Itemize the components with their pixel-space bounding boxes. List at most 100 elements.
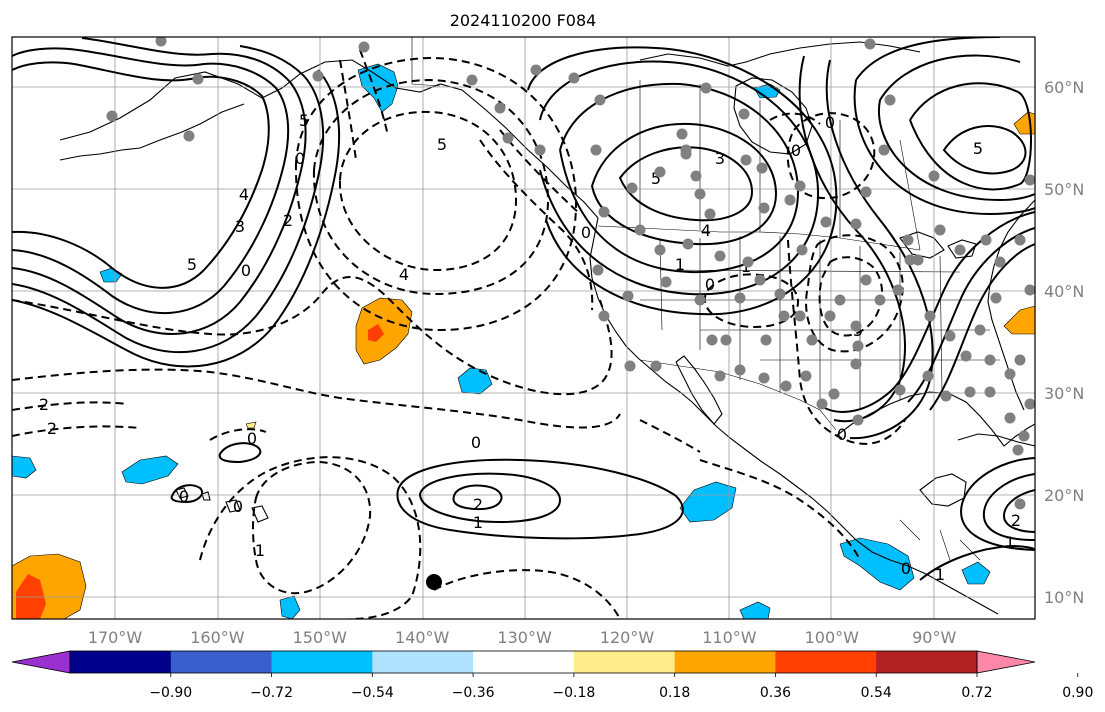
station-dot <box>784 194 796 206</box>
station-dot <box>834 294 846 306</box>
contour-label: 2 <box>283 211 293 230</box>
station-dot <box>934 224 946 236</box>
graticule <box>12 37 1035 619</box>
station-dot <box>654 166 666 178</box>
station-dot <box>758 202 770 214</box>
colorbar-frame <box>69 650 978 674</box>
contour-gulf-low-3 <box>294 56 578 332</box>
station-dot <box>680 148 692 160</box>
contour-neg-2-left-b <box>12 425 141 437</box>
contour-label: 2 <box>39 395 49 414</box>
latitude-label: 10°N <box>1044 588 1084 607</box>
contour-label: 0 <box>837 425 847 444</box>
contour-label: 0 <box>471 433 481 452</box>
us-mexico-border <box>639 359 837 431</box>
contour-east-ridge-5 <box>929 243 1035 411</box>
station-dot <box>944 330 956 342</box>
contour-canada-3 <box>559 82 800 274</box>
station-dot <box>964 386 976 398</box>
station-dot <box>1024 284 1035 296</box>
station-dot <box>626 182 638 194</box>
colorbar-label: −0.18 <box>552 685 595 701</box>
station-dot <box>598 206 610 218</box>
station-dot <box>756 162 768 174</box>
orange-region-east <box>1003 305 1035 335</box>
red-region-southwest <box>16 574 46 619</box>
colorbar-segment <box>775 651 877 673</box>
station-dot <box>598 310 610 322</box>
contour-label: 0 <box>581 223 591 242</box>
colorbar-label: 0.36 <box>760 685 791 701</box>
colorbar-label: 0.54 <box>861 685 892 701</box>
yellow-region-small <box>245 421 257 429</box>
station-dot <box>106 110 118 122</box>
contour-label: 4 <box>239 185 249 204</box>
contour-label: 1 <box>255 541 265 560</box>
station-dot <box>990 292 1002 304</box>
station-dot <box>1014 354 1026 366</box>
station-dot <box>694 188 706 200</box>
latitude-labels: 60°N 50°N 40°N 30°N 20°N 10°N <box>1044 78 1084 607</box>
cuba-coast <box>957 433 1035 447</box>
station-dot <box>984 386 996 398</box>
colorbar-label: −0.36 <box>452 685 495 701</box>
colorbar-segment <box>170 651 273 673</box>
hawaii-islands <box>175 487 269 523</box>
contour-small-hawaii <box>218 442 262 464</box>
colorbar-label: −0.72 <box>250 685 293 701</box>
station-dot <box>754 274 766 286</box>
station-dot <box>940 390 952 402</box>
colorbar: −0.90 −0.72 −0.54 −0.36 −0.18 0.18 0.36 0.54 0.7… <box>11 650 1093 701</box>
station-dot <box>622 290 634 302</box>
contour-label: 5 <box>437 135 447 154</box>
contour-central-0 <box>396 458 684 540</box>
contour-label: 5 <box>973 139 983 158</box>
colorbar-segment <box>70 651 172 673</box>
station-dot <box>690 170 702 182</box>
longitude-label: 110°W <box>702 628 757 647</box>
station-dot <box>758 372 770 384</box>
station-dot <box>624 360 636 372</box>
cyan-region-central-america <box>839 537 915 591</box>
contour-southeast-1 <box>960 457 1035 551</box>
station-dot <box>860 186 872 198</box>
contour-label: 0 <box>241 261 251 280</box>
station-dot <box>742 256 754 268</box>
station-dot <box>1018 430 1030 442</box>
contour-west-5 <box>12 61 270 289</box>
station-dot <box>816 398 828 410</box>
colorbar-segment <box>674 651 776 673</box>
contour-label: 2 <box>1011 511 1021 530</box>
station-dot <box>592 264 604 276</box>
colorbar-segment <box>473 651 575 673</box>
station-dot <box>700 82 712 94</box>
contour-gulf-low-5 <box>338 110 518 272</box>
station-dot <box>780 380 792 392</box>
station-dot <box>740 154 752 166</box>
contour-label: 1 <box>1005 533 1015 552</box>
contour-west-4 <box>12 47 290 315</box>
station-dot <box>778 310 790 322</box>
contour-gulf-low-4 <box>312 78 550 296</box>
colorbar-label: 0.90 <box>1062 685 1093 701</box>
contour-label: 0 <box>791 141 801 160</box>
longitude-label: 150°W <box>293 628 348 647</box>
contour-west-neg-c <box>479 139 594 311</box>
baja-peninsula <box>675 355 723 425</box>
longitude-label: 160°W <box>190 628 245 647</box>
station-dot <box>912 254 924 266</box>
figure-title: 2024110200 F084 <box>450 11 597 30</box>
longitude-label: 120°W <box>600 628 655 647</box>
shaded-regions <box>12 63 1035 619</box>
station-dot <box>734 364 746 376</box>
contour-central-1 <box>418 472 562 524</box>
colorbar-segment <box>372 651 474 673</box>
station-markers <box>106 37 1035 510</box>
contour-northeast-3 <box>878 54 1035 202</box>
alaska-coast <box>59 59 599 219</box>
station-dot <box>852 414 864 426</box>
colorbar-label: −0.54 <box>351 685 394 701</box>
station-dot <box>902 234 914 246</box>
station-dot <box>794 310 806 322</box>
